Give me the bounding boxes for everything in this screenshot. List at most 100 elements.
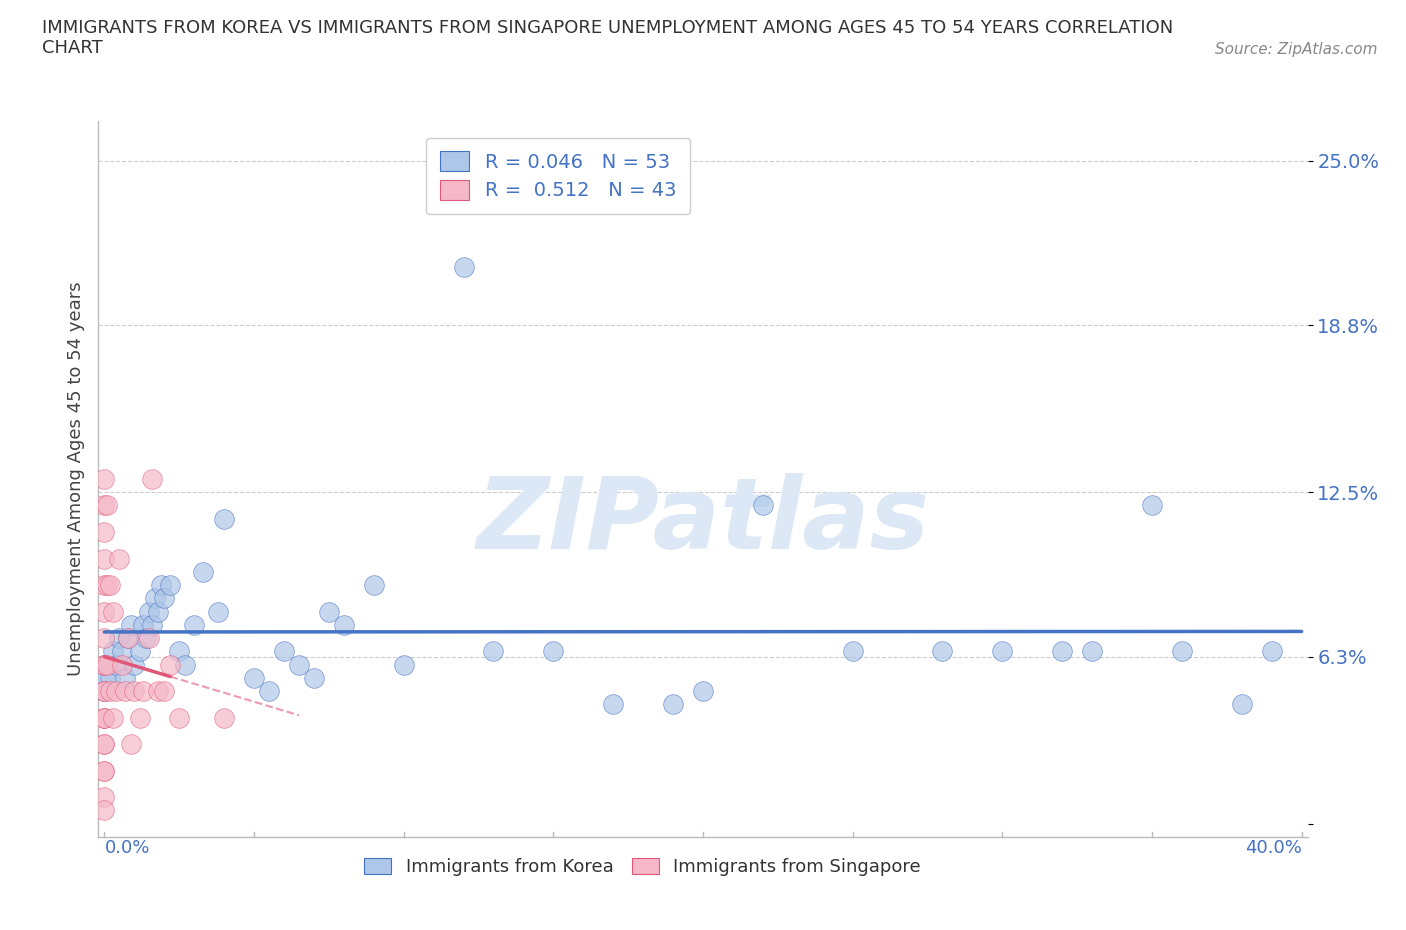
Point <box>108 551 131 566</box>
Point <box>602 697 624 711</box>
Point <box>96 498 118 513</box>
Point <box>1230 697 1253 711</box>
Point <box>543 644 565 658</box>
Point <box>333 618 356 632</box>
Point <box>148 684 170 698</box>
Point <box>453 259 475 274</box>
Point <box>288 658 311 672</box>
Text: Source: ZipAtlas.com: Source: ZipAtlas.com <box>1215 42 1378 57</box>
Point <box>302 671 325 685</box>
Point <box>841 644 863 658</box>
Point <box>212 512 235 526</box>
Point <box>141 618 163 632</box>
Point <box>93 790 115 804</box>
Point <box>93 525 115 539</box>
Point <box>120 737 142 751</box>
Point <box>167 711 190 725</box>
Point <box>931 644 953 658</box>
Point <box>111 658 134 672</box>
Point <box>93 764 115 778</box>
Point <box>93 737 115 751</box>
Point <box>100 578 122 592</box>
Point <box>1171 644 1194 658</box>
Point <box>150 578 173 592</box>
Point <box>103 644 125 658</box>
Point <box>1260 644 1282 658</box>
Point <box>129 711 152 725</box>
Point <box>153 591 176 605</box>
Point <box>318 604 340 619</box>
Point <box>108 631 131 645</box>
Point <box>100 684 122 698</box>
Point <box>93 737 115 751</box>
Point <box>153 684 176 698</box>
Point <box>93 604 115 619</box>
Point <box>138 631 160 645</box>
Point <box>363 578 385 592</box>
Point <box>93 578 115 592</box>
Point <box>167 644 190 658</box>
Point <box>1140 498 1163 513</box>
Point <box>96 578 118 592</box>
Point <box>143 591 166 605</box>
Point <box>135 631 157 645</box>
Point <box>93 711 115 725</box>
Point <box>124 684 146 698</box>
Point <box>257 684 280 698</box>
Point <box>482 644 505 658</box>
Point <box>212 711 235 725</box>
Point <box>174 658 197 672</box>
Point <box>93 498 115 513</box>
Point <box>120 618 142 632</box>
Point <box>105 684 128 698</box>
Point <box>132 684 155 698</box>
Legend: R = 0.046   N = 53, R =  0.512   N = 43: R = 0.046 N = 53, R = 0.512 N = 43 <box>426 138 689 214</box>
Point <box>662 697 685 711</box>
Point <box>159 658 181 672</box>
Point <box>114 684 136 698</box>
Point <box>93 711 115 725</box>
Point <box>114 671 136 685</box>
Point <box>93 551 115 566</box>
Point <box>991 644 1014 658</box>
Text: ZIPatlas: ZIPatlas <box>477 473 929 570</box>
Point <box>1050 644 1073 658</box>
Point <box>193 565 215 579</box>
Point <box>117 631 139 645</box>
Point <box>273 644 295 658</box>
Text: 40.0%: 40.0% <box>1244 839 1302 857</box>
Text: IMMIGRANTS FROM KOREA VS IMMIGRANTS FROM SINGAPORE UNEMPLOYMENT AMONG AGES 45 TO: IMMIGRANTS FROM KOREA VS IMMIGRANTS FROM… <box>42 19 1174 58</box>
Point <box>111 644 134 658</box>
Text: 0.0%: 0.0% <box>104 839 150 857</box>
Point <box>93 631 115 645</box>
Point <box>138 604 160 619</box>
Point <box>93 684 115 698</box>
Point <box>93 711 115 725</box>
Point <box>93 764 115 778</box>
Point <box>148 604 170 619</box>
Point <box>96 658 118 672</box>
Point <box>692 684 714 698</box>
Point <box>117 631 139 645</box>
Point <box>159 578 181 592</box>
Point <box>93 658 115 672</box>
Point <box>93 658 115 672</box>
Point <box>93 472 115 486</box>
Point <box>207 604 229 619</box>
Point <box>93 658 115 672</box>
Point <box>132 618 155 632</box>
Point <box>129 644 152 658</box>
Point <box>103 711 125 725</box>
Point <box>93 684 115 698</box>
Point <box>105 658 128 672</box>
Point <box>1081 644 1104 658</box>
Point <box>392 658 415 672</box>
Point <box>100 671 122 685</box>
Point <box>752 498 775 513</box>
Point <box>124 658 146 672</box>
Point <box>183 618 205 632</box>
Point <box>93 684 115 698</box>
Point <box>243 671 266 685</box>
Point <box>141 472 163 486</box>
Point <box>93 803 115 817</box>
